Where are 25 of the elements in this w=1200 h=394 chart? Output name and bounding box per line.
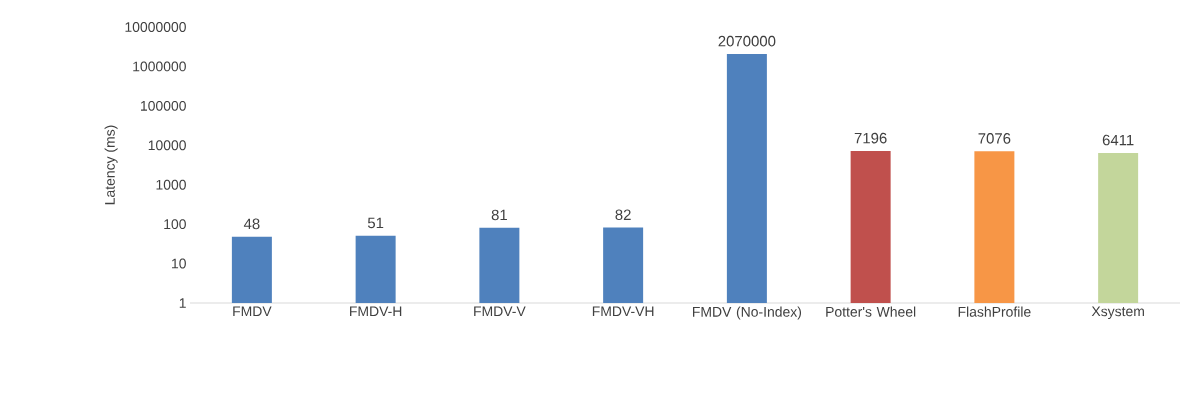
- data-label: 7076: [978, 133, 1011, 144]
- y-axis-title: Latency (ms): [104, 125, 118, 205]
- y-tick-label: 10000000: [125, 22, 186, 32]
- x-tick-label: FMDV-H: [350, 306, 402, 317]
- y-tick-label: 100000: [141, 100, 186, 111]
- y-tick-label: 10: [172, 258, 186, 269]
- x-tick-label: FMDV-V: [474, 306, 526, 317]
- data-label: 48: [243, 218, 260, 230]
- x-tick-label: FMDV: [233, 306, 272, 317]
- data-label: 81: [491, 209, 507, 221]
- data-label: 7196: [854, 132, 887, 144]
- y-tick-label: 1000000: [133, 61, 186, 72]
- x-tick-label: FMDV (No-Index): [693, 306, 802, 320]
- data-label: 6411: [1102, 134, 1134, 146]
- x-tick-label: Xsystem: [1091, 306, 1144, 320]
- x-tick-label: Potter's Wheel: [826, 306, 916, 317]
- x-tick-label: FlashProfile: [958, 306, 1031, 317]
- y-tick-label: 1000: [156, 179, 186, 190]
- data-label: 82: [615, 209, 631, 221]
- data-label: 51: [367, 217, 384, 229]
- y-tick-label: 100: [164, 219, 186, 230]
- data-label: 2070000: [718, 35, 776, 47]
- y-tick-label: 1: [179, 298, 186, 308]
- y-tick-label: 10000: [148, 140, 186, 151]
- x-tick-label: FMDV-VH: [592, 306, 654, 317]
